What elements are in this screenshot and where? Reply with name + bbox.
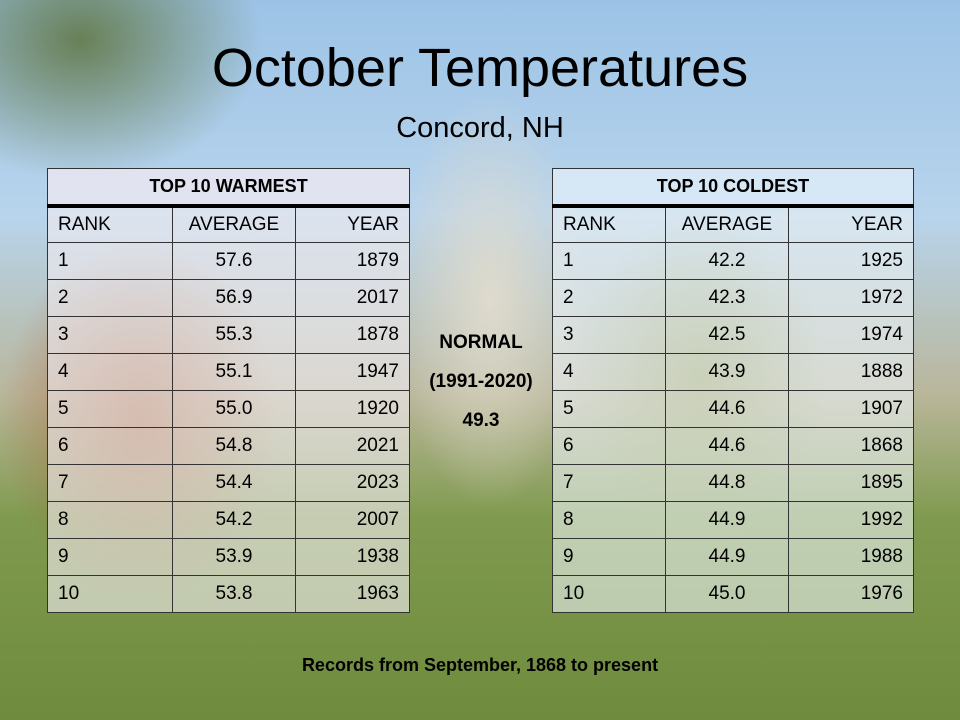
average-cell: 53.8 bbox=[172, 575, 296, 613]
table-row: 6 54.8 2021 bbox=[47, 427, 410, 465]
average-cell: AVERAGE bbox=[665, 205, 789, 243]
coldest-heading: TOP 10 COLDEST bbox=[552, 168, 914, 208]
average-cell: 44.9 bbox=[665, 501, 789, 539]
rank-cell: 3 bbox=[47, 316, 173, 354]
year-cell: 1878 bbox=[295, 316, 410, 354]
rank-cell: 1 bbox=[552, 242, 666, 280]
year-cell: YEAR bbox=[295, 205, 410, 243]
rank-cell: 1 bbox=[47, 242, 173, 280]
rank-cell: 7 bbox=[552, 464, 666, 502]
table-row: 9 53.9 1938 bbox=[47, 538, 410, 576]
rank-cell: 3 bbox=[552, 316, 666, 354]
year-cell: 2023 bbox=[295, 464, 410, 502]
average-cell: 55.3 bbox=[172, 316, 296, 354]
year-cell: 1976 bbox=[788, 575, 914, 613]
normal-period: (1991-2020) bbox=[429, 371, 533, 392]
rank-cell: 7 bbox=[47, 464, 173, 502]
page-subtitle: Concord, NH bbox=[396, 112, 564, 144]
rank-cell: 8 bbox=[47, 501, 173, 539]
average-cell: 55.0 bbox=[172, 390, 296, 428]
normal-box: NORMAL (1991-2020) 49.3 bbox=[410, 329, 552, 446]
table-row: 8 44.9 1992 bbox=[552, 501, 914, 539]
table-row: 1 42.2 1925 bbox=[552, 242, 914, 280]
year-cell: 1888 bbox=[788, 353, 914, 391]
page-title: October Temperatures bbox=[211, 38, 749, 98]
rank-cell: 9 bbox=[47, 538, 173, 576]
average-cell: 42.5 bbox=[665, 316, 789, 354]
year-cell: 1925 bbox=[788, 242, 914, 280]
average-cell: AVERAGE bbox=[172, 205, 296, 243]
average-cell: 57.6 bbox=[172, 242, 296, 280]
table-row: 7 44.8 1895 bbox=[552, 464, 914, 502]
table-row: 10 53.8 1963 bbox=[47, 575, 410, 613]
table-row: 10 45.0 1976 bbox=[552, 575, 914, 613]
rank-cell: 6 bbox=[552, 427, 666, 465]
average-cell: 45.0 bbox=[665, 575, 789, 613]
table-row: 8 54.2 2007 bbox=[47, 501, 410, 539]
year-cell: 1895 bbox=[788, 464, 914, 502]
rank-cell: 8 bbox=[552, 501, 666, 539]
rank-cell: 2 bbox=[47, 279, 173, 317]
average-cell: 44.6 bbox=[665, 390, 789, 428]
average-cell: 53.9 bbox=[172, 538, 296, 576]
column-header-row: RANK AVERAGE YEAR bbox=[552, 205, 914, 243]
year-cell: 2007 bbox=[295, 501, 410, 539]
table-row: 1 57.6 1879 bbox=[47, 242, 410, 280]
year-cell: 1868 bbox=[788, 427, 914, 465]
table-row: 3 42.5 1974 bbox=[552, 316, 914, 354]
average-cell: 54.8 bbox=[172, 427, 296, 465]
warmest-heading: TOP 10 WARMEST bbox=[47, 168, 410, 208]
average-cell: 42.2 bbox=[665, 242, 789, 280]
records-footnote: Records from September, 1868 to present bbox=[301, 655, 659, 675]
table-row: 2 42.3 1972 bbox=[552, 279, 914, 317]
rank-cell: RANK bbox=[552, 205, 666, 243]
year-cell: 1907 bbox=[788, 390, 914, 428]
rank-cell: 10 bbox=[552, 575, 666, 613]
year-cell: 1963 bbox=[295, 575, 410, 613]
warmest-table: TOP 10 WARMEST RANK AVERAGE YEAR 1 57.6 1879 2… bbox=[47, 168, 410, 613]
rank-cell: 4 bbox=[552, 353, 666, 391]
average-cell: 44.8 bbox=[665, 464, 789, 502]
rank-cell: 5 bbox=[47, 390, 173, 428]
rank-cell: 2 bbox=[552, 279, 666, 317]
rank-cell: 6 bbox=[47, 427, 173, 465]
year-cell: 1974 bbox=[788, 316, 914, 354]
average-cell: 44.9 bbox=[665, 538, 789, 576]
year-cell: 1988 bbox=[788, 538, 914, 576]
average-cell: 44.6 bbox=[665, 427, 789, 465]
rank-cell: RANK bbox=[47, 205, 173, 243]
normal-value: 49.3 bbox=[462, 410, 500, 431]
table-row: 5 55.0 1920 bbox=[47, 390, 410, 428]
year-cell: 1920 bbox=[295, 390, 410, 428]
table-row: 4 43.9 1888 bbox=[552, 353, 914, 391]
table-row: 2 56.9 2017 bbox=[47, 279, 410, 317]
average-cell: 43.9 bbox=[665, 353, 789, 391]
rank-cell: 10 bbox=[47, 575, 173, 613]
table-row: 9 44.9 1988 bbox=[552, 538, 914, 576]
table-row: 6 44.6 1868 bbox=[552, 427, 914, 465]
year-cell: 1879 bbox=[295, 242, 410, 280]
coldest-table: TOP 10 COLDEST RANK AVERAGE YEAR 1 42.2 1925 2… bbox=[552, 168, 914, 613]
year-cell: 1947 bbox=[295, 353, 410, 391]
rank-cell: 9 bbox=[552, 538, 666, 576]
table-row: 4 55.1 1947 bbox=[47, 353, 410, 391]
average-cell: 54.2 bbox=[172, 501, 296, 539]
rank-cell: 5 bbox=[552, 390, 666, 428]
year-cell: 2021 bbox=[295, 427, 410, 465]
average-cell: 55.1 bbox=[172, 353, 296, 391]
average-cell: 42.3 bbox=[665, 279, 789, 317]
average-cell: 54.4 bbox=[172, 464, 296, 502]
table-row: 3 55.3 1878 bbox=[47, 316, 410, 354]
column-header-row: RANK AVERAGE YEAR bbox=[47, 205, 410, 243]
year-cell: YEAR bbox=[788, 205, 914, 243]
year-cell: 1972 bbox=[788, 279, 914, 317]
table-row: 5 44.6 1907 bbox=[552, 390, 914, 428]
year-cell: 1938 bbox=[295, 538, 410, 576]
average-cell: 56.9 bbox=[172, 279, 296, 317]
rank-cell: 4 bbox=[47, 353, 173, 391]
year-cell: 1992 bbox=[788, 501, 914, 539]
year-cell: 2017 bbox=[295, 279, 410, 317]
table-row: 7 54.4 2023 bbox=[47, 464, 410, 502]
normal-label: NORMAL bbox=[439, 332, 523, 353]
